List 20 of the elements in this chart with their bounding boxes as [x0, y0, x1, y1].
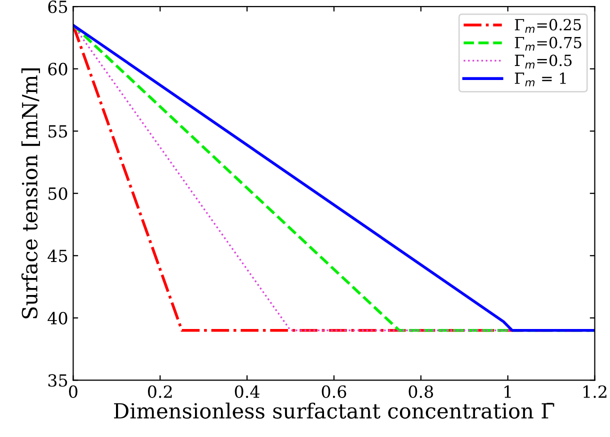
legend-label: Γ$_{m}$=0.5 [514, 54, 572, 68]
legend-label: Γ$_{m}$ = 1 [514, 72, 566, 86]
y-tick-label: 55 [48, 125, 68, 138]
x-tick-label: 1.2 [584, 385, 606, 398]
x-axis-title: Dimensionless surfactant concentration Γ̄ [114, 402, 554, 419]
y-tick-label: 65 [48, 0, 68, 14]
legend-label: Γ$_{m}$=0.25 [514, 18, 581, 33]
y-tick-label: 60 [48, 62, 68, 76]
x-tick-label: 1 [504, 385, 511, 398]
y-tick-label: 35 [48, 374, 68, 387]
x-tick-label: 0 [68, 385, 78, 398]
y-tick-label: 50 [48, 187, 68, 200]
legend-label: Γ$_{m}$=0.75 [514, 36, 582, 51]
x-tick-label: 0.4 [234, 385, 260, 398]
x-tick-label: 0.2 [148, 385, 172, 398]
y-tick-label: 40 [48, 312, 68, 324]
y-axis-title: Surface tension [mN/m] [21, 68, 40, 318]
x-tick-label: 0.6 [322, 385, 346, 398]
y-tick-label: 45 [48, 250, 68, 262]
x-tick-label: 0.8 [408, 385, 434, 398]
